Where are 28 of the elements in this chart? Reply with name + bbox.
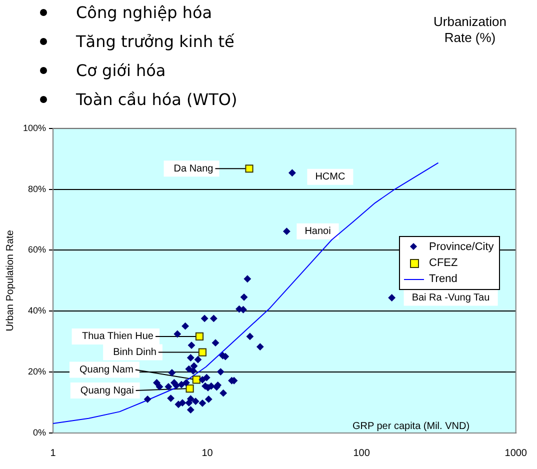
y-tick-label: 100%	[22, 122, 46, 133]
y-tick-label: 80%	[28, 184, 46, 194]
legend-label: Province/City	[429, 241, 494, 253]
y-tick-label: 20%	[28, 366, 46, 377]
y-tick-label: 0%	[33, 427, 46, 438]
text: Toàn cầu hóa (WTO)	[40, 85, 238, 114]
annotation: Thua Thien Hue	[82, 331, 154, 342]
annotation: Quang Nam	[79, 364, 134, 376]
x-tick-label: 100	[353, 448, 370, 459]
legend-label: Trend	[429, 273, 458, 285]
annotation: Binh Dinh	[113, 347, 156, 358]
text: Cơ giới hóa	[40, 56, 238, 85]
x-tick-label: 10	[202, 448, 214, 459]
chart-title: Urbanization Rate (%)	[432, 14, 508, 46]
annotation: HCMC	[315, 172, 346, 183]
text: Công nghiệp hóa	[40, 0, 238, 27]
annotation: Bai Ra -Vung Tau	[412, 292, 490, 304]
y-tick-label: 60%	[28, 244, 46, 255]
legend-label: CFEZ	[429, 257, 458, 269]
x-axis-title: GRP per capita (Mil. VND)	[351, 420, 471, 434]
x-tick-label: 1000	[504, 448, 528, 459]
annotation: Quang Ngai	[80, 385, 134, 396]
x-tick-label: 1	[50, 448, 56, 459]
y-axis-title: Urban Population Rate	[4, 230, 16, 332]
y-tick-label: 40%	[28, 306, 46, 316]
text: Tăng trưởng kinh tế	[40, 27, 238, 56]
annotation: Da Nang	[174, 163, 214, 174]
annotation: Hanoi	[304, 226, 331, 238]
